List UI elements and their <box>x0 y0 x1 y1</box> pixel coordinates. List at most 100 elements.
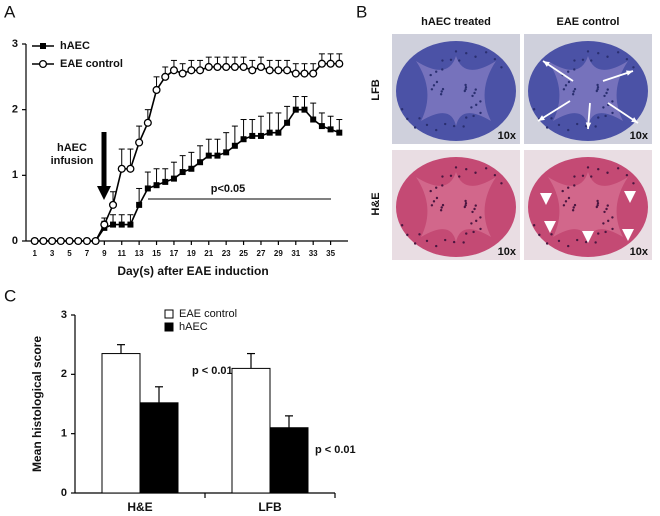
legend-label: hAEC <box>179 321 208 333</box>
y-tick-label: 3 <box>61 309 67 321</box>
data-point <box>248 66 257 75</box>
cell-dot <box>597 52 600 55</box>
arrow-head <box>543 61 550 67</box>
cell-dot <box>604 114 607 118</box>
cell-dot <box>454 166 458 169</box>
cell-dot <box>400 224 404 227</box>
cell-dot <box>590 59 593 62</box>
cell-dot <box>439 209 443 212</box>
cell-dot <box>475 219 478 223</box>
cell-dot <box>573 184 576 187</box>
cell-dot <box>596 85 600 89</box>
data-point <box>117 164 126 173</box>
arrow-head <box>626 70 633 76</box>
legend-label: EAE control <box>179 308 237 320</box>
bar <box>269 427 309 494</box>
cell-dot <box>632 182 635 185</box>
cell-dot <box>449 58 453 61</box>
data-point <box>162 178 169 185</box>
cell-dot <box>562 88 566 91</box>
cell-dot <box>611 100 614 103</box>
cell-dot <box>441 59 444 62</box>
data-point <box>274 66 283 75</box>
x-tick-label: 21 <box>204 249 213 258</box>
cell-dot <box>567 196 571 200</box>
cell-dot <box>458 59 461 62</box>
cell-dot <box>545 126 549 129</box>
cell-dot <box>406 233 409 237</box>
data-point <box>291 69 300 78</box>
data-point <box>91 236 100 246</box>
cell-dot <box>413 126 417 129</box>
cell-dot <box>432 200 436 203</box>
data-point <box>170 175 177 182</box>
cell-dot <box>440 90 443 93</box>
cell-dot <box>473 207 476 211</box>
data-point <box>126 164 135 173</box>
arrowhead-marker <box>540 193 552 205</box>
annotation: hAEC <box>57 142 87 154</box>
cell-dot <box>441 175 444 178</box>
x-tick-label: 1 <box>32 249 37 258</box>
data-point <box>213 62 222 72</box>
annotation: infusion <box>51 155 94 167</box>
cell-dot <box>479 111 482 115</box>
cell-dot <box>605 91 608 95</box>
data-point <box>230 62 239 72</box>
x-tick-label: 31 <box>291 249 300 258</box>
data-point <box>300 69 309 78</box>
cell-dot <box>606 88 609 91</box>
cell-dot <box>464 199 467 203</box>
cell-dot <box>500 66 503 69</box>
cell-dot <box>581 174 585 177</box>
data-point <box>118 221 125 228</box>
data-point <box>283 66 292 75</box>
x-tick-label: 7 <box>85 249 90 258</box>
magnification: 10x <box>498 130 517 142</box>
cell-dot <box>597 232 600 235</box>
cell-dot <box>449 174 453 177</box>
cell-dot <box>472 114 475 118</box>
bar <box>231 367 271 494</box>
cell-dot <box>418 117 421 120</box>
x-tick-label: 29 <box>274 249 283 258</box>
cell-dot <box>435 70 438 73</box>
cell-dot <box>464 83 467 87</box>
data-point <box>318 123 325 130</box>
data-point <box>231 142 238 149</box>
arrowhead-marker <box>582 231 594 243</box>
cell-dot <box>474 171 477 174</box>
cell-dot <box>475 103 478 107</box>
cell-dot <box>567 70 570 73</box>
cell-dot <box>625 57 629 61</box>
data-point <box>56 236 65 246</box>
data-point <box>317 59 326 68</box>
x-tick-label: 33 <box>309 249 318 258</box>
data-point <box>214 152 221 159</box>
cell-dot <box>443 122 447 126</box>
y-tick-label: 1 <box>61 428 67 440</box>
x-tick-label: 23 <box>222 249 231 258</box>
cell-dot <box>567 80 571 84</box>
data-point <box>135 138 144 147</box>
cell-dot <box>435 244 438 248</box>
legend-marker <box>38 59 48 69</box>
cell-dot <box>441 203 445 207</box>
data-point <box>169 66 178 75</box>
data-point <box>110 221 117 228</box>
arrowhead-marker <box>544 221 556 233</box>
cell-dot <box>575 238 579 242</box>
x-axis-title: Day(s) after EAE induction <box>117 264 268 278</box>
cell-dot <box>606 55 609 58</box>
cell-dot <box>611 216 614 219</box>
cell-dot <box>464 85 468 89</box>
cell-dot <box>606 204 609 207</box>
row-header: LFB <box>370 79 382 100</box>
cell-dot <box>430 204 434 207</box>
cell-dot <box>429 73 432 77</box>
cell-dot <box>493 57 497 61</box>
cell-dot <box>439 93 443 96</box>
cell-dot <box>464 201 468 205</box>
x-tick-label: 35 <box>326 249 335 258</box>
arrow-head <box>585 122 592 129</box>
